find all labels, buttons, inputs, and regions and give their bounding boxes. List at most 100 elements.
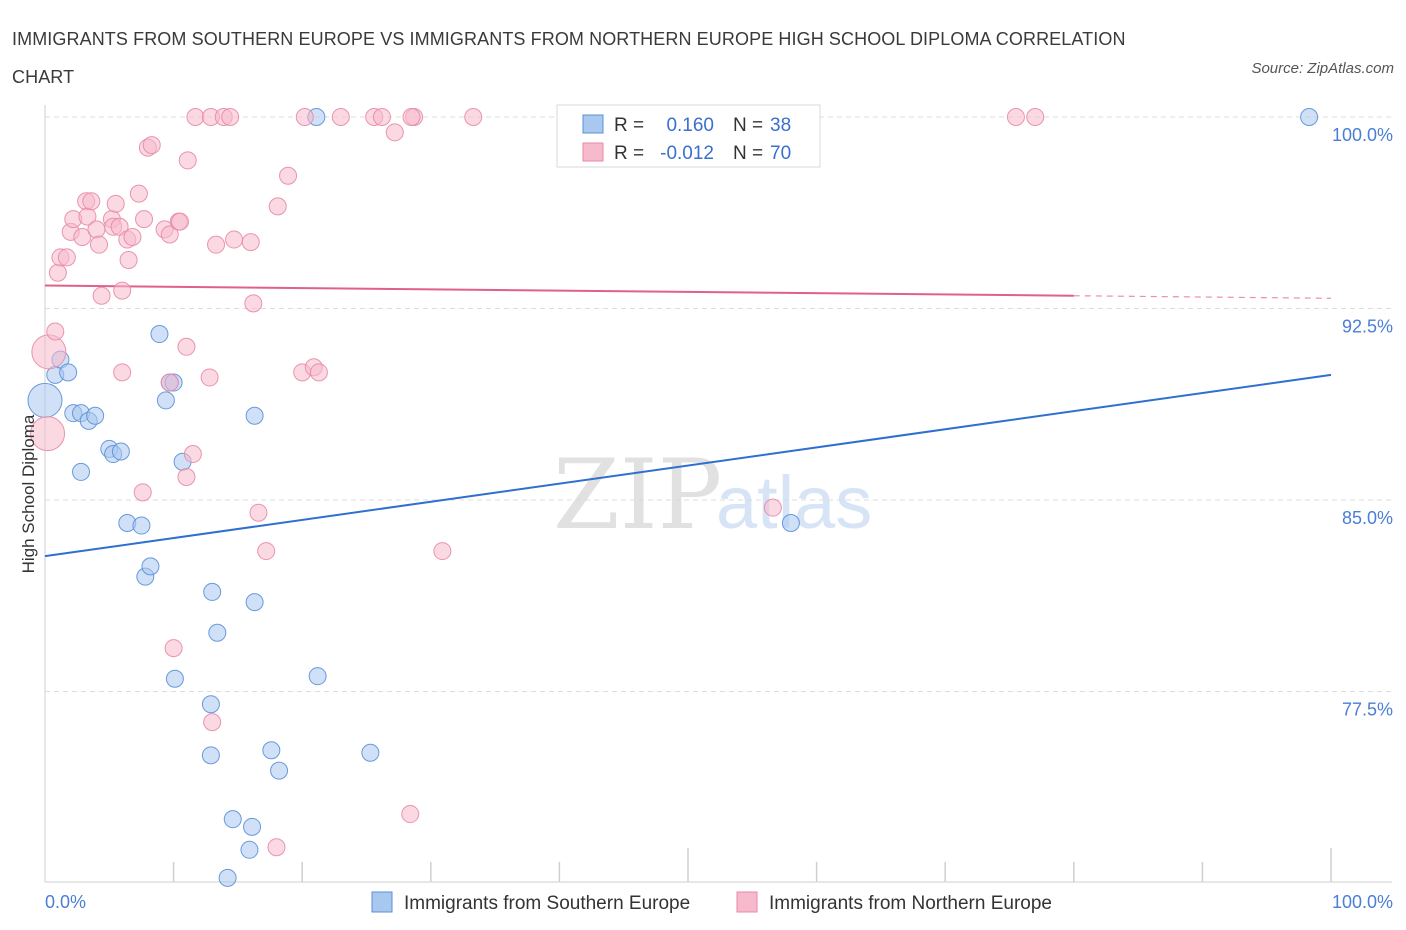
watermark-atlas: atlas	[716, 461, 872, 544]
northern-point	[57, 248, 76, 267]
southern-series-swatch	[371, 891, 393, 913]
gridlines: 100.0% 92.5% 85.0% 77.5%	[45, 116, 1393, 720]
southern-point	[218, 868, 237, 887]
southern-trend-line	[44, 373, 1332, 558]
southern-point	[201, 746, 220, 765]
northern-point	[402, 108, 421, 126]
northern-point	[268, 197, 287, 216]
legend-r-label: R =	[614, 143, 644, 164]
southern-series-label: Immigrants from Southern Europe	[404, 893, 690, 914]
northern-point	[92, 286, 111, 305]
southern-point	[361, 743, 380, 762]
northern-trend-line	[44, 284, 1074, 297]
southern-point	[156, 391, 175, 410]
northern-point	[160, 225, 179, 244]
northern-point	[82, 192, 101, 211]
data-points	[27, 108, 1319, 887]
southern-point	[72, 462, 91, 481]
northern-point	[763, 498, 782, 517]
southern-point	[245, 406, 264, 425]
southern-point	[27, 382, 63, 418]
northern-point	[221, 108, 240, 126]
southern-point	[132, 516, 151, 535]
northern-point	[31, 334, 67, 370]
northern-point	[123, 228, 142, 247]
southern-point	[262, 741, 281, 760]
northern-point	[178, 151, 197, 170]
chart-title: IMMIGRANTS FROM SOUTHERN EUROPE VS IMMIG…	[12, 29, 1126, 87]
northern-point	[249, 503, 268, 522]
southern-point	[270, 761, 289, 780]
x-tick-label: 100.0%	[1332, 892, 1393, 912]
northern-point	[164, 639, 183, 658]
stats-legend: R = 0.160 N = 38 R = -0.012 N = 70	[556, 104, 821, 168]
southern-point	[201, 695, 220, 714]
legend-n-label: N =	[733, 115, 763, 136]
southern-point	[141, 557, 160, 576]
legend-r-label: R =	[614, 115, 644, 136]
southern-point	[781, 513, 800, 532]
northern-point	[257, 542, 276, 561]
x-tick-label: 0.0%	[45, 892, 86, 912]
watermark: ZIP atlas	[553, 439, 872, 551]
northern-point	[142, 136, 161, 155]
northern-point	[309, 363, 328, 382]
northern-point	[73, 228, 92, 247]
southern-point	[150, 325, 169, 344]
y-axis-label: High School Diploma	[19, 414, 38, 573]
southern-point	[59, 363, 78, 382]
northern-series-label: Immigrants from Northern Europe	[769, 893, 1052, 914]
southern-point	[240, 840, 259, 859]
northern-point	[135, 210, 154, 229]
northern-point	[46, 322, 65, 341]
southern-point	[223, 810, 242, 829]
southern-point	[165, 669, 184, 688]
northern-point	[113, 281, 132, 300]
northern-point	[207, 235, 226, 254]
northern-point	[183, 445, 202, 464]
northern-point	[241, 233, 260, 252]
southern-legend-swatch	[582, 114, 604, 134]
northern-point	[203, 713, 222, 732]
northern-point	[200, 368, 219, 387]
northern-point	[295, 108, 314, 126]
watermark-zip: ZIP	[553, 439, 722, 551]
northern-point	[385, 123, 404, 142]
northern-point	[119, 250, 138, 269]
southern-point	[208, 623, 227, 642]
northern-point	[331, 108, 350, 126]
northern-point	[30, 416, 66, 452]
legend-n-value: 38	[770, 115, 791, 136]
series-legend: Immigrants from Southern Europe Immigrant…	[371, 891, 1052, 914]
northern-trend-extension	[1073, 295, 1332, 299]
northern-point	[177, 468, 196, 487]
y-tick-label: 77.5%	[1342, 700, 1393, 720]
northern-point	[160, 373, 179, 392]
northern-point	[87, 220, 106, 239]
northern-point	[279, 166, 298, 185]
source-credit: Source: ZipAtlas.com	[1251, 60, 1394, 77]
trend-lines	[44, 284, 1332, 558]
northern-point	[48, 263, 67, 282]
southern-point	[111, 442, 130, 461]
legend-n-label: N =	[733, 143, 763, 164]
northern-series-swatch	[736, 891, 758, 913]
northern-point	[225, 230, 244, 249]
northern-point	[464, 108, 483, 126]
legend-r-value: -0.012	[660, 143, 714, 164]
axes: 0.0% 100.0%	[44, 105, 1393, 912]
y-tick-label: 100.0%	[1332, 125, 1393, 145]
northern-point	[106, 194, 125, 213]
northern-legend-swatch	[582, 142, 604, 162]
northern-point	[433, 542, 452, 561]
y-tick-label: 92.5%	[1342, 317, 1393, 337]
northern-point	[90, 235, 109, 254]
legend-r-value: 0.160	[666, 115, 714, 136]
northern-point	[129, 184, 148, 203]
northern-point	[133, 483, 152, 502]
southern-point	[243, 817, 262, 836]
northern-point	[372, 108, 391, 126]
northern-point	[244, 294, 263, 313]
y-tick-label: 85.0%	[1342, 508, 1393, 528]
